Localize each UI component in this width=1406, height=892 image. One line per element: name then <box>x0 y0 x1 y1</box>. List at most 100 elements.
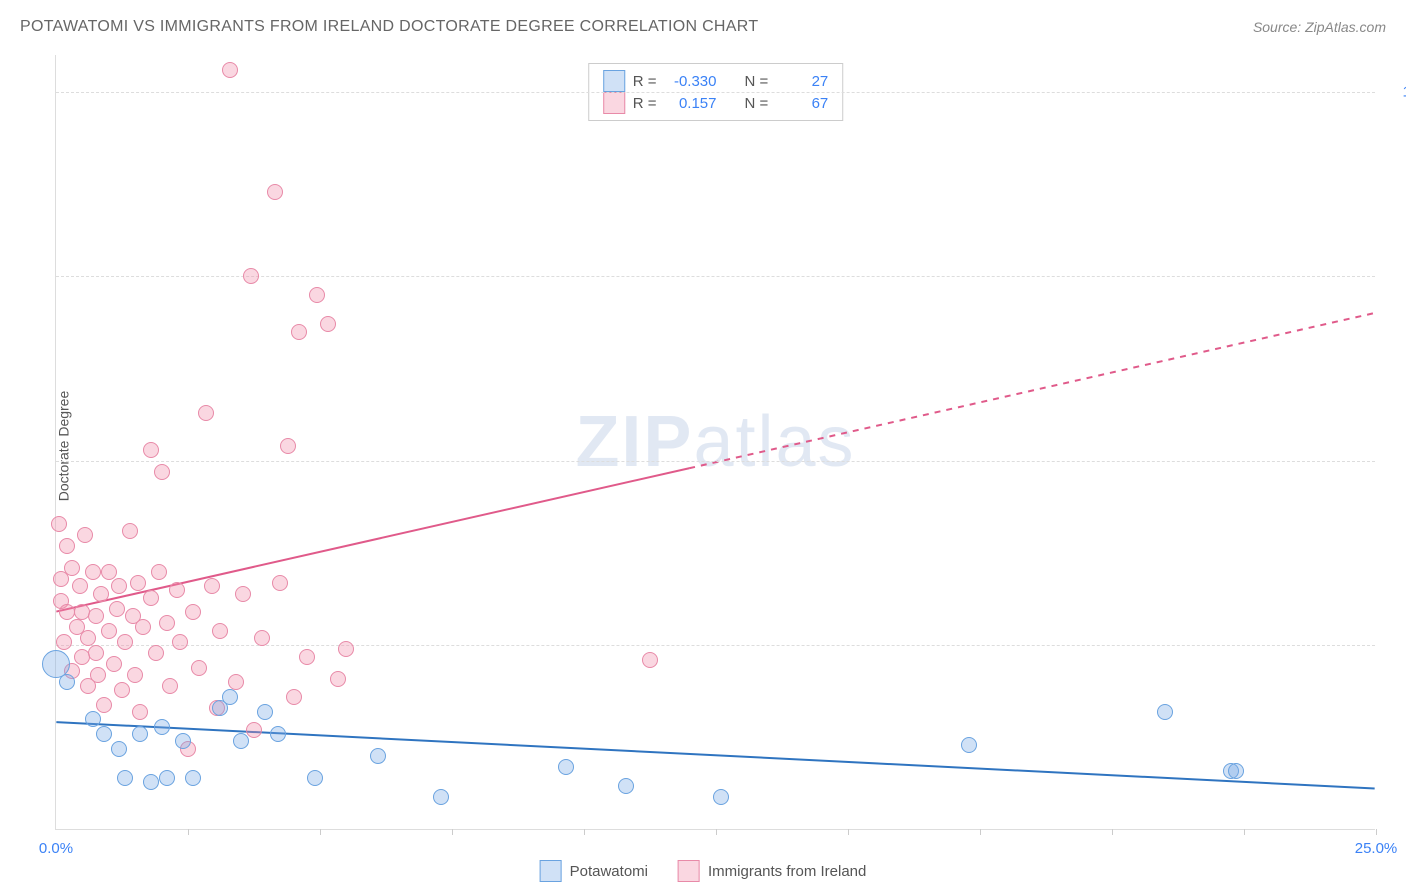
source-label: Source: ZipAtlas.com <box>1253 19 1386 35</box>
n-value: 67 <box>776 95 828 112</box>
series2-point <box>172 634 188 650</box>
series1-point <box>370 748 386 764</box>
series2-point <box>130 575 146 591</box>
series2-point <box>132 704 148 720</box>
series2-point <box>254 630 270 646</box>
series2-point <box>127 667 143 683</box>
xtick-mark <box>1376 829 1377 835</box>
series2-point <box>299 649 315 665</box>
series2-point <box>56 634 72 650</box>
series2-point <box>114 682 130 698</box>
n-label: N = <box>745 95 769 112</box>
gridline <box>56 645 1375 646</box>
series2-point <box>185 604 201 620</box>
series2-point <box>148 645 164 661</box>
series2-point <box>228 674 244 690</box>
series2-point <box>272 575 288 591</box>
xtick-mark <box>848 829 849 835</box>
xtick-mark <box>716 829 717 835</box>
series1-point <box>154 719 170 735</box>
series2-point <box>338 641 354 657</box>
series2-point <box>151 564 167 580</box>
series2-point <box>143 442 159 458</box>
chart-title: POTAWATOMI VS IMMIGRANTS FROM IRELAND DO… <box>20 18 758 36</box>
series2-point <box>93 586 109 602</box>
series2-point <box>212 623 228 639</box>
series2-point <box>143 590 159 606</box>
series1-point <box>117 770 133 786</box>
series2-point <box>51 516 67 532</box>
legend-item-1: Potawatomi <box>540 860 648 882</box>
series2-point <box>88 645 104 661</box>
series2-point <box>90 667 106 683</box>
series2-swatch <box>678 860 700 882</box>
ytick-label: 5.0% <box>1385 452 1406 469</box>
series1-point <box>961 737 977 753</box>
series2-point <box>169 582 185 598</box>
ytick-label: 7.5% <box>1385 268 1406 285</box>
xtick-mark <box>1112 829 1113 835</box>
series2-point <box>117 634 133 650</box>
series1-point <box>558 759 574 775</box>
series1-swatch <box>603 70 625 92</box>
scatter-plot: ZIPatlas R = -0.330 N = 27 R = 0.157 N =… <box>55 55 1375 830</box>
series2-point <box>162 678 178 694</box>
series2-point <box>191 660 207 676</box>
series1-point <box>175 733 191 749</box>
series2-point <box>80 630 96 646</box>
xtick-mark <box>188 829 189 835</box>
series1-point <box>132 726 148 742</box>
series2-point <box>330 671 346 687</box>
series1-point <box>185 770 201 786</box>
series1-point <box>433 789 449 805</box>
series2-point <box>96 697 112 713</box>
trendlines <box>56 55 1375 829</box>
series2-point <box>291 324 307 340</box>
series2-point <box>309 287 325 303</box>
xtick-mark <box>980 829 981 835</box>
xtick-mark <box>452 829 453 835</box>
series1-point <box>713 789 729 805</box>
series2-swatch <box>603 92 625 114</box>
series2-point <box>135 619 151 635</box>
series2-point <box>77 527 93 543</box>
series2-point <box>280 438 296 454</box>
watermark-rest: atlas <box>693 402 855 482</box>
ytick-label: 10.0% <box>1385 83 1406 100</box>
series2-point <box>320 316 336 332</box>
series2-point <box>72 578 88 594</box>
legend-label: Immigrants from Ireland <box>708 863 866 880</box>
series2-point <box>243 268 259 284</box>
series1-point <box>143 774 159 790</box>
series1-point <box>96 726 112 742</box>
r-label: R = <box>633 95 657 112</box>
series2-point <box>204 578 220 594</box>
series2-point <box>111 578 127 594</box>
series2-point <box>246 722 262 738</box>
series2-point <box>101 623 117 639</box>
r-value: 0.157 <box>665 95 717 112</box>
series2-point <box>267 184 283 200</box>
r-value: -0.330 <box>665 73 717 90</box>
xtick-label: 0.0% <box>39 840 73 857</box>
series2-point <box>101 564 117 580</box>
xtick-mark <box>320 829 321 835</box>
gridline <box>56 92 1375 93</box>
series2-point <box>64 560 80 576</box>
series1-point <box>307 770 323 786</box>
series1-point <box>85 711 101 727</box>
series2-point <box>122 523 138 539</box>
series1-point <box>270 726 286 742</box>
series2-point <box>235 586 251 602</box>
series1-point <box>1157 704 1173 720</box>
ytick-label: 2.5% <box>1385 637 1406 654</box>
series2-point <box>154 464 170 480</box>
r-label: R = <box>633 73 657 90</box>
legend-label: Potawatomi <box>570 863 648 880</box>
series1-swatch <box>540 860 562 882</box>
series1-point <box>222 689 238 705</box>
series2-point <box>85 564 101 580</box>
header: POTAWATOMI VS IMMIGRANTS FROM IRELAND DO… <box>20 18 1386 36</box>
series2-point <box>286 689 302 705</box>
series1-point <box>111 741 127 757</box>
